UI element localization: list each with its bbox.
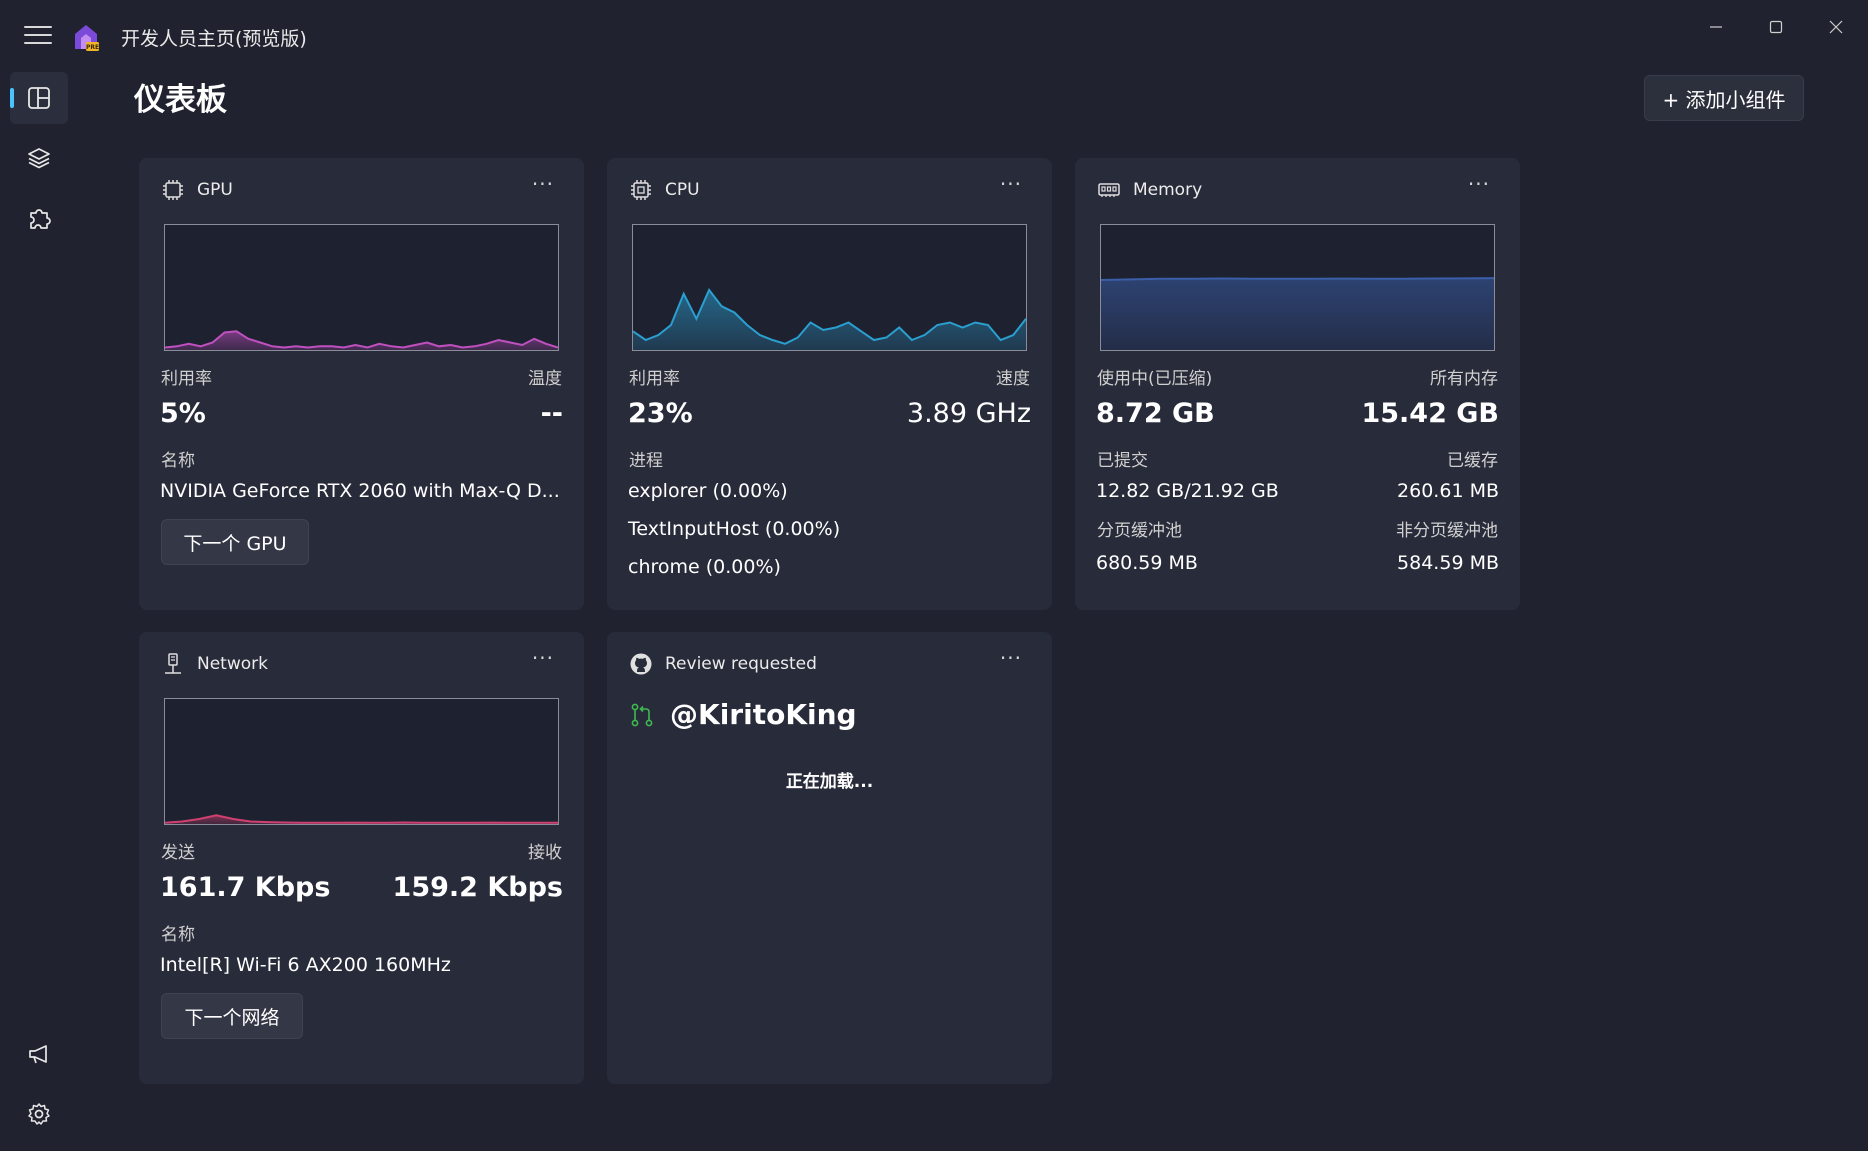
minimize-icon[interactable] (1696, 12, 1736, 42)
sidebar-item-layers[interactable] (10, 132, 68, 184)
chart-area (633, 290, 1026, 350)
memory-icon (1098, 183, 1120, 197)
github-username[interactable]: @KiritoKing (670, 698, 857, 731)
widget-header: CPU ··· (607, 158, 1052, 218)
cpu-widget: CPU ··· 利用率 速度 23% 3.89 GHz 进程 explorer … (607, 158, 1052, 610)
utilization-label: 利用率 (629, 369, 680, 389)
nonpaged-pool-value: 584.59 MB (1397, 552, 1499, 574)
sidebar-item-extensions[interactable] (10, 192, 68, 244)
hamburger-menu-icon[interactable] (24, 26, 52, 48)
pull-request-icon (631, 703, 653, 727)
maximize-icon[interactable] (1756, 12, 1796, 42)
committed-value: 12.82 GB/21.92 GB (1096, 480, 1279, 502)
add-widget-button[interactable]: + 添加小组件 (1644, 75, 1804, 121)
more-options-button[interactable]: ··· (531, 646, 554, 670)
puzzle-icon (30, 209, 51, 229)
close-icon[interactable] (1816, 12, 1856, 42)
widget-title: Review requested (665, 654, 817, 674)
gpu-name-value: NVIDIA GeForce RTX 2060 with Max-Q D... (160, 480, 560, 502)
memory-usage-chart (1100, 224, 1495, 351)
github-icon (630, 653, 652, 675)
receive-label: 接收 (528, 843, 562, 863)
speed-label: 速度 (996, 369, 1030, 389)
network-icon (165, 653, 181, 674)
next-gpu-button[interactable]: 下一个 GPU (161, 519, 309, 565)
next-network-button[interactable]: 下一个网络 (161, 993, 303, 1039)
total-memory-label: 所有内存 (1430, 369, 1498, 389)
more-options-button[interactable]: ··· (1467, 172, 1490, 196)
sidebar-item-settings[interactable] (10, 1088, 68, 1140)
cpu-usage-chart (632, 224, 1027, 351)
widget-title: GPU (197, 180, 233, 200)
gear-icon (28, 1103, 50, 1125)
total-memory-value: 15.42 GB (1361, 398, 1499, 429)
title-bar: PRE 开发人员主页(预览版) (0, 0, 1868, 70)
gpu-usage-chart (164, 224, 559, 351)
adapter-name-value: Intel[R] Wi-Fi 6 AX200 160MHz (160, 954, 451, 976)
paged-pool-value: 680.59 MB (1096, 552, 1198, 574)
chart-series-line (633, 288, 1026, 345)
widget-header: Network ··· (139, 632, 584, 692)
megaphone-icon (29, 1045, 47, 1064)
send-value: 161.7 Kbps (160, 872, 331, 903)
memory-widget: Memory ··· 使用中(已压缩) 所有内存 8.72 GB 15.42 G… (1075, 158, 1520, 610)
more-options-button[interactable]: ··· (531, 172, 554, 196)
chart-series-line (165, 330, 558, 349)
name-label: 名称 (161, 451, 195, 471)
review-requested-widget: Review requested ··· @KiritoKing 正在加载... (607, 632, 1052, 1084)
speed-value: 3.89 GHz (906, 398, 1031, 429)
widget-title: Memory (1133, 180, 1203, 200)
more-options-button[interactable]: ··· (999, 646, 1022, 670)
in-use-label: 使用中(已压缩) (1097, 369, 1213, 389)
chart-area (165, 331, 558, 350)
cached-label: 已缓存 (1447, 451, 1498, 471)
process-label: 进程 (629, 451, 663, 471)
utilization-label: 利用率 (161, 369, 212, 389)
nonpaged-pool-label: 非分页缓冲池 (1396, 521, 1498, 541)
chart-series-line (165, 814, 558, 824)
dashboard-icon (28, 87, 50, 109)
widget-header: GPU ··· (139, 158, 584, 218)
sidebar-item-feedback[interactable] (10, 1028, 68, 1080)
temperature-label: 温度 (528, 369, 562, 389)
network-usage-chart (164, 698, 559, 825)
chip-icon (631, 180, 651, 200)
committed-label: 已提交 (1097, 451, 1148, 471)
temperature-value: -- (540, 398, 563, 429)
name-label: 名称 (161, 925, 195, 945)
send-label: 发送 (161, 843, 195, 863)
cached-value: 260.61 MB (1397, 480, 1499, 502)
svg-text:PRE: PRE (86, 44, 99, 51)
loading-text: 正在加载... (785, 772, 874, 792)
in-use-value: 8.72 GB (1096, 398, 1215, 429)
chip-icon (163, 180, 183, 200)
utilization-value: 5% (160, 398, 206, 429)
network-widget: Network ··· 发送 接收 161.7 Kbps 159.2 Kbps … (139, 632, 584, 1084)
chart-series-line (1101, 277, 1494, 281)
more-options-button[interactable]: ··· (999, 172, 1022, 196)
paged-pool-label: 分页缓冲池 (1097, 521, 1182, 541)
widget-header: Review requested ··· (607, 632, 1052, 692)
widget-header: Memory ··· (1075, 158, 1520, 218)
page-title: 仪表板 (134, 82, 227, 118)
app-title: 开发人员主页(预览版) (121, 28, 307, 50)
sidebar (0, 70, 80, 1151)
process-item: chrome (0.00%) (628, 556, 781, 578)
receive-value: 159.2 Kbps (392, 872, 563, 903)
chart-area (1101, 278, 1494, 350)
process-item: TextInputHost (0.00%) (628, 518, 841, 540)
sidebar-item-dashboard[interactable] (10, 72, 68, 124)
app-logo-icon: PRE (75, 25, 99, 51)
widget-title: CPU (665, 180, 700, 200)
utilization-value: 23% (628, 398, 693, 429)
layers-icon (28, 148, 50, 169)
gpu-widget: GPU ··· 利用率 温度 5% -- 名称 NVIDIA GeForce R… (139, 158, 584, 610)
process-item: explorer (0.00%) (628, 480, 788, 502)
widget-title: Network (197, 654, 268, 674)
